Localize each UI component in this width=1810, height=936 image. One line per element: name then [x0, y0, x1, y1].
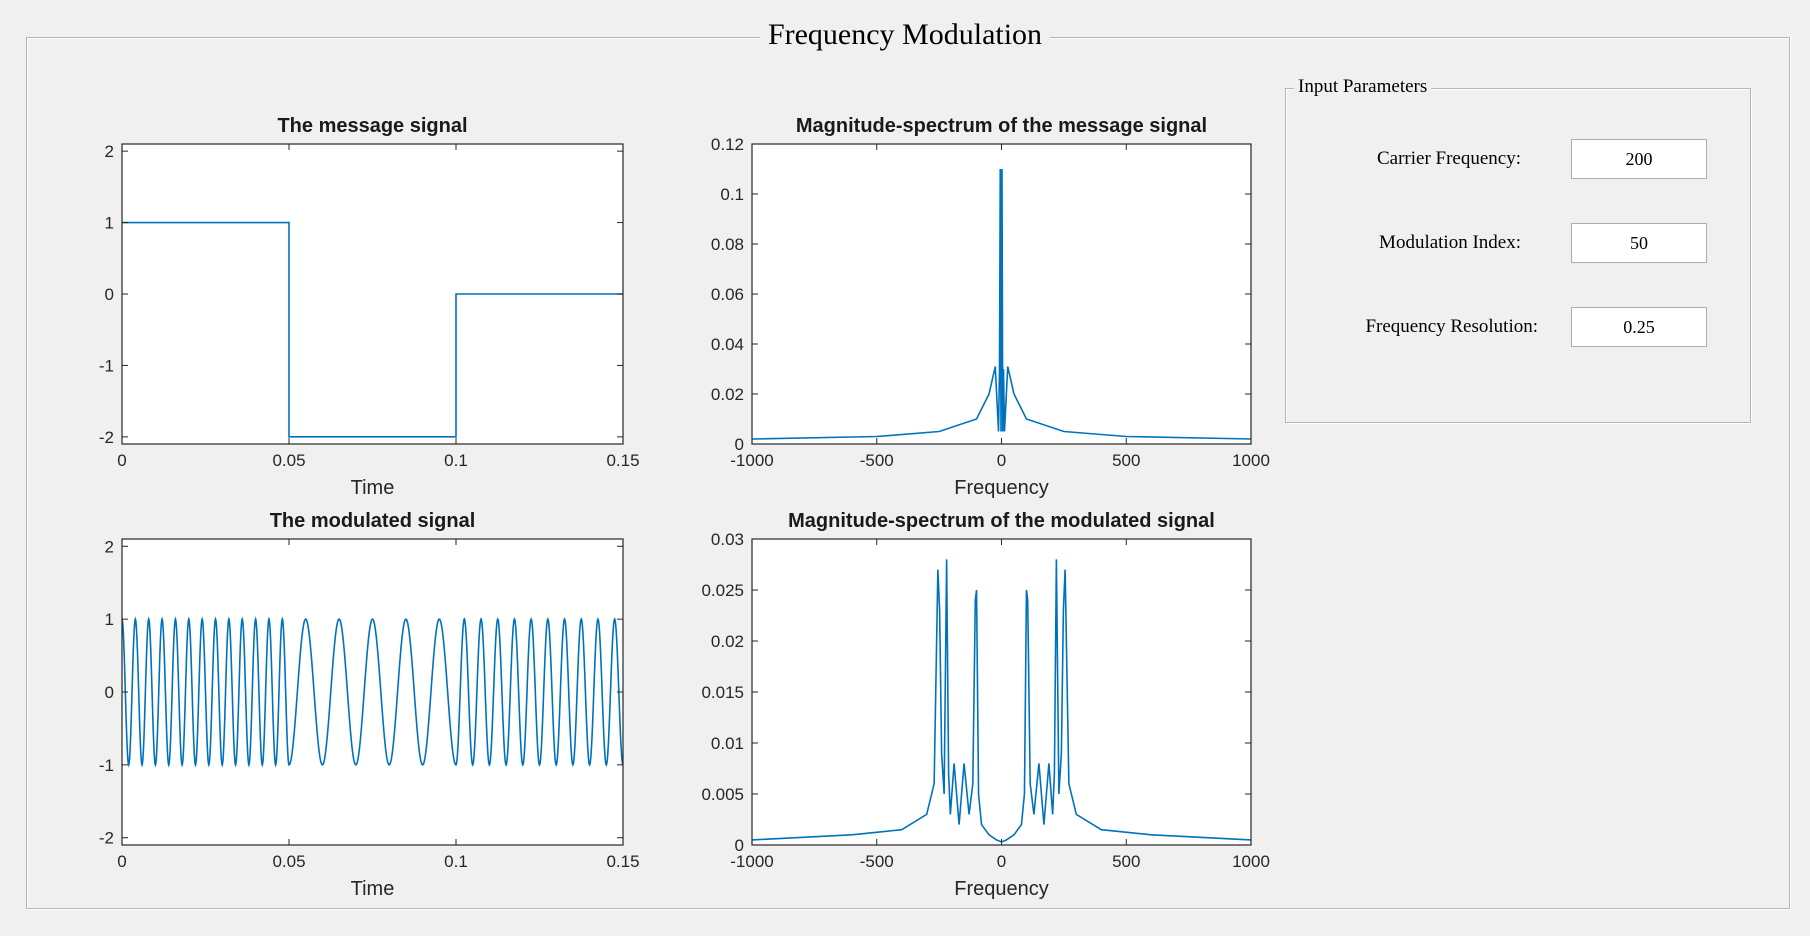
x-tick-label: 500	[1112, 852, 1140, 871]
x-tick-label: 0	[997, 852, 1006, 871]
chart-title: The message signal	[277, 115, 467, 137]
y-tick-label: 0.02	[711, 632, 744, 651]
x-axis-label: Time	[351, 878, 395, 900]
x-tick-label: 0.1	[444, 852, 468, 871]
x-tick-label: 0.05	[272, 451, 305, 470]
series-line	[122, 221, 623, 438]
y-tick-label: 1	[105, 610, 114, 629]
x-axis-label: Frequency	[954, 477, 1049, 499]
y-tick-label: 0.1	[720, 185, 744, 204]
y-tick-label: 0.015	[701, 683, 744, 702]
chart-4: -1000 -500 0 500 1000 0 0.005 0.01 0.015 0.02 0.02…	[701, 510, 1269, 900]
y-tick-label: 1	[105, 214, 114, 233]
y-tick-label: 0	[105, 683, 114, 702]
y-tick-label: 0	[735, 435, 744, 454]
x-tick-label: 0.1	[444, 451, 468, 470]
x-tick-label: -1000	[730, 852, 773, 871]
x-tick-label: 0.15	[606, 852, 639, 871]
window-title: Frequency Modulation	[0, 18, 1810, 52]
y-tick-label: 0.12	[711, 135, 744, 154]
y-tick-label: 2	[105, 537, 114, 556]
series-line	[121, 616, 624, 768]
chart-title: The modulated signal	[270, 510, 476, 532]
x-tick-label: 0.15	[606, 451, 639, 470]
plot-area	[122, 539, 623, 845]
modulation-index-field[interactable]: 50	[1571, 223, 1707, 263]
y-tick-label: 0.06	[711, 285, 744, 304]
y-tick-label: 0.04	[711, 335, 744, 354]
chart-1: 0 0.05 0.1 0.15 -2 -1 0 1 2 The message signal Tim…	[99, 115, 640, 499]
y-tick-label: -1	[99, 756, 114, 775]
x-tick-label: 0	[117, 451, 126, 470]
series-line	[751, 168, 1252, 440]
y-tick-label: -2	[99, 428, 114, 447]
x-tick-label: -500	[860, 451, 894, 470]
x-tick-label: 0.05	[272, 852, 305, 871]
window-title-text: Frequency Modulation	[759, 18, 1051, 51]
chart-3: 0 0.05 0.1 0.15 -2 -1 0 1 2 The modulated signal T…	[99, 510, 640, 900]
frequency-resolution-label: Frequency Resolution:	[1365, 316, 1538, 337]
carrier-frequency-label: Carrier Frequency:	[1376, 148, 1521, 169]
x-tick-label: -500	[860, 852, 894, 871]
x-tick-label: -1000	[730, 451, 773, 470]
y-tick-label: 0.08	[711, 235, 744, 254]
x-axis-label: Frequency	[954, 878, 1049, 900]
x-tick-label: 500	[1112, 451, 1140, 470]
modulation-index-label: Modulation Index:	[1379, 232, 1521, 253]
y-tick-label: 2	[105, 142, 114, 161]
x-tick-label: 1000	[1232, 451, 1270, 470]
x-tick-label: 0	[997, 451, 1006, 470]
x-tick-label: 0	[117, 852, 126, 871]
chart-2: -1000 -500 0 500 1000 0 0.02 0.04 0.06 0.08 0.1 0.1…	[711, 115, 1270, 499]
y-tick-label: -1	[99, 356, 114, 375]
input-parameters-panel	[1285, 88, 1751, 423]
y-tick-label: 0.03	[711, 530, 744, 549]
y-tick-label: -2	[99, 829, 114, 848]
y-tick-label: 0.02	[711, 385, 744, 404]
input-parameters-title: Input Parameters	[1294, 76, 1432, 98]
chart-title: Magnitude-spectrum of the modulated sign…	[788, 510, 1215, 532]
chart-title: Magnitude-spectrum of the message signal	[796, 115, 1207, 137]
x-axis-label: Time	[351, 477, 395, 499]
y-tick-label: 0	[735, 836, 744, 855]
x-tick-label: 1000	[1232, 852, 1270, 871]
y-tick-label: 0	[105, 285, 114, 304]
plot-area	[752, 539, 1251, 845]
frequency-resolution-field[interactable]: 0.25	[1571, 307, 1707, 347]
carrier-frequency-field[interactable]: 200	[1571, 139, 1707, 179]
y-tick-label: 0.005	[701, 785, 744, 804]
y-tick-label: 0.01	[711, 734, 744, 753]
y-tick-label: 0.025	[701, 581, 744, 600]
